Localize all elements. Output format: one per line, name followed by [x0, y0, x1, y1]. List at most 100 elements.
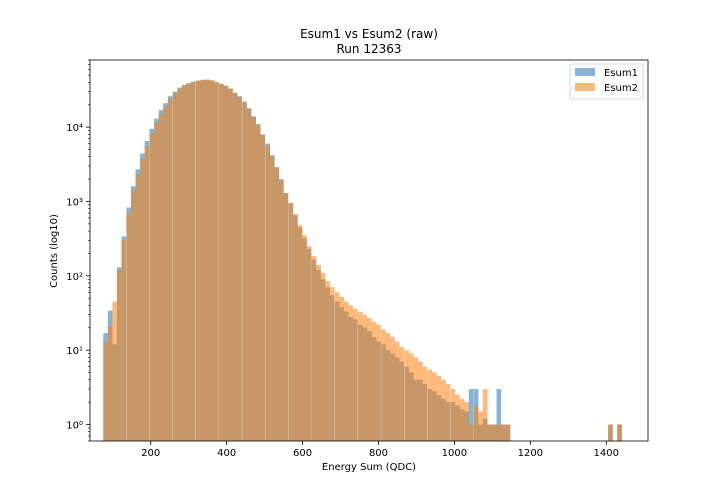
bar-esum2-43: [302, 235, 307, 441]
bar-esum2-38: [279, 180, 284, 441]
bar-esum2-53: [348, 305, 354, 441]
bar-esum2-34: [260, 135, 266, 441]
bar-esum2-0: [103, 341, 108, 441]
bar-esum2-12: [158, 114, 164, 442]
bar-esum2-11: [154, 122, 159, 441]
bar-esum2-26: [223, 85, 229, 441]
y-axis-label: Counts (log10): [49, 214, 60, 288]
bar-esum2-85: [496, 424, 502, 441]
bar-esum2-35: [265, 145, 270, 442]
bar-esum2-29: [237, 96, 242, 441]
bar-esum2-75: [450, 389, 456, 441]
bar-esum2-45: [311, 255, 317, 441]
x-tick-label: 1200: [518, 448, 543, 459]
bar-esum2-55: [357, 311, 363, 441]
bar-esum2-28: [232, 92, 238, 441]
bar-esum2-83: [487, 424, 493, 441]
bar-esum2-9: [144, 145, 150, 442]
x-tick-label: 600: [293, 448, 312, 459]
x-tick-label: 800: [369, 448, 388, 459]
bar-esum2-67: [413, 357, 419, 441]
bar-esum2-40: [288, 203, 294, 441]
bar-esum2-41: [293, 213, 298, 441]
bar-esum2-52: [343, 301, 349, 441]
x-tick-label: 200: [141, 448, 160, 459]
bar-esum2-27: [228, 88, 233, 441]
bar-esum2-22: [205, 79, 210, 442]
bar-esum2-14: [167, 98, 173, 442]
bar-esum2-84: [491, 424, 497, 441]
bar-esum2-66: [408, 353, 414, 441]
x-tick-label: 1000: [442, 448, 467, 459]
bar-esum2-88: [608, 424, 613, 441]
bar-esum2-61: [385, 333, 391, 441]
bar-esum2-57: [367, 318, 372, 441]
bar-esum1-85: [496, 389, 502, 441]
legend: Esum1 Esum2: [569, 63, 644, 100]
bar-esum2-77: [459, 399, 465, 441]
x-tick-label: 400: [217, 448, 236, 459]
bar-esum2-37: [274, 168, 280, 442]
bar-esum2-21: [200, 79, 206, 442]
bar-esum2-54: [353, 308, 358, 441]
bar-esum2-3: [116, 269, 122, 441]
bar-esum2-50: [334, 292, 340, 441]
bar-esum2-2: [112, 301, 118, 441]
bar-esum2-33: [255, 125, 261, 441]
bar-esum2-71: [432, 372, 437, 441]
bar-esum2-6: [131, 190, 136, 441]
bar-esum2-60: [381, 329, 386, 441]
bar-esum2-51: [339, 296, 345, 441]
bar-esum2-80: [473, 405, 479, 441]
bar-esum2-69: [422, 366, 428, 441]
plot-frame: [89, 59, 649, 442]
bar-esum2-32: [251, 117, 256, 441]
bar-esum2-56: [362, 314, 368, 441]
bar-esum2-65: [404, 350, 409, 441]
bar-esum2-63: [394, 341, 400, 441]
series-esum2: [103, 79, 622, 442]
bar-esum2-89: [617, 424, 622, 441]
y-tick-label: 10⁰: [66, 421, 83, 432]
bar-esum1-79: [468, 389, 474, 441]
bar-esum2-23: [209, 80, 215, 441]
bar-esum2-64: [399, 347, 404, 441]
bar-esum2-31: [246, 109, 252, 441]
bar-esum2-81: [478, 411, 483, 441]
bar-esum2-17: [181, 85, 187, 441]
bar-esum2-5: [126, 213, 132, 441]
chart-subtitle: Run 12363: [337, 42, 402, 56]
bar-esum2-73: [441, 379, 446, 441]
bar-esum2-82: [482, 389, 488, 441]
bar-esum2-30: [242, 102, 247, 442]
y-axis: 10⁰ 10¹ 10² 10³ 10⁴: [66, 59, 90, 442]
bar-esum2-7: [135, 174, 141, 441]
bar-esum2-8: [140, 158, 145, 441]
bar-esum2-4: [121, 240, 127, 441]
bar-esum2-48: [325, 281, 330, 441]
y-tick-label: 10³: [66, 197, 83, 208]
bar-esum2-87: [505, 424, 511, 441]
bar-esum2-46: [316, 264, 321, 441]
bar-esum2-49: [329, 287, 335, 441]
y-tick-label: 10¹: [66, 346, 83, 357]
y-tick-label: 10²: [66, 272, 83, 283]
bar-esum2-79: [468, 424, 474, 441]
bar-esum2-19: [190, 81, 196, 441]
bar-esum2-76: [455, 394, 460, 441]
legend-label-esum2: Esum2: [604, 83, 638, 94]
bar-esum2-20: [195, 80, 201, 442]
bar-esum2-42: [297, 225, 303, 441]
bars-layer: [103, 79, 622, 442]
bar-esum2-10: [149, 133, 155, 441]
legend-swatch-esum2: [575, 83, 595, 91]
bar-esum2-47: [320, 272, 326, 441]
bar-esum2-44: [306, 246, 312, 441]
bar-esum2-15: [172, 93, 178, 441]
bar-esum2-68: [417, 361, 423, 441]
x-axis-label: Energy Sum (QDC): [322, 462, 416, 473]
y-tick-label: 10⁴: [66, 123, 83, 134]
bar-esum2-78: [464, 402, 469, 441]
bar-esum2-13: [163, 106, 168, 441]
